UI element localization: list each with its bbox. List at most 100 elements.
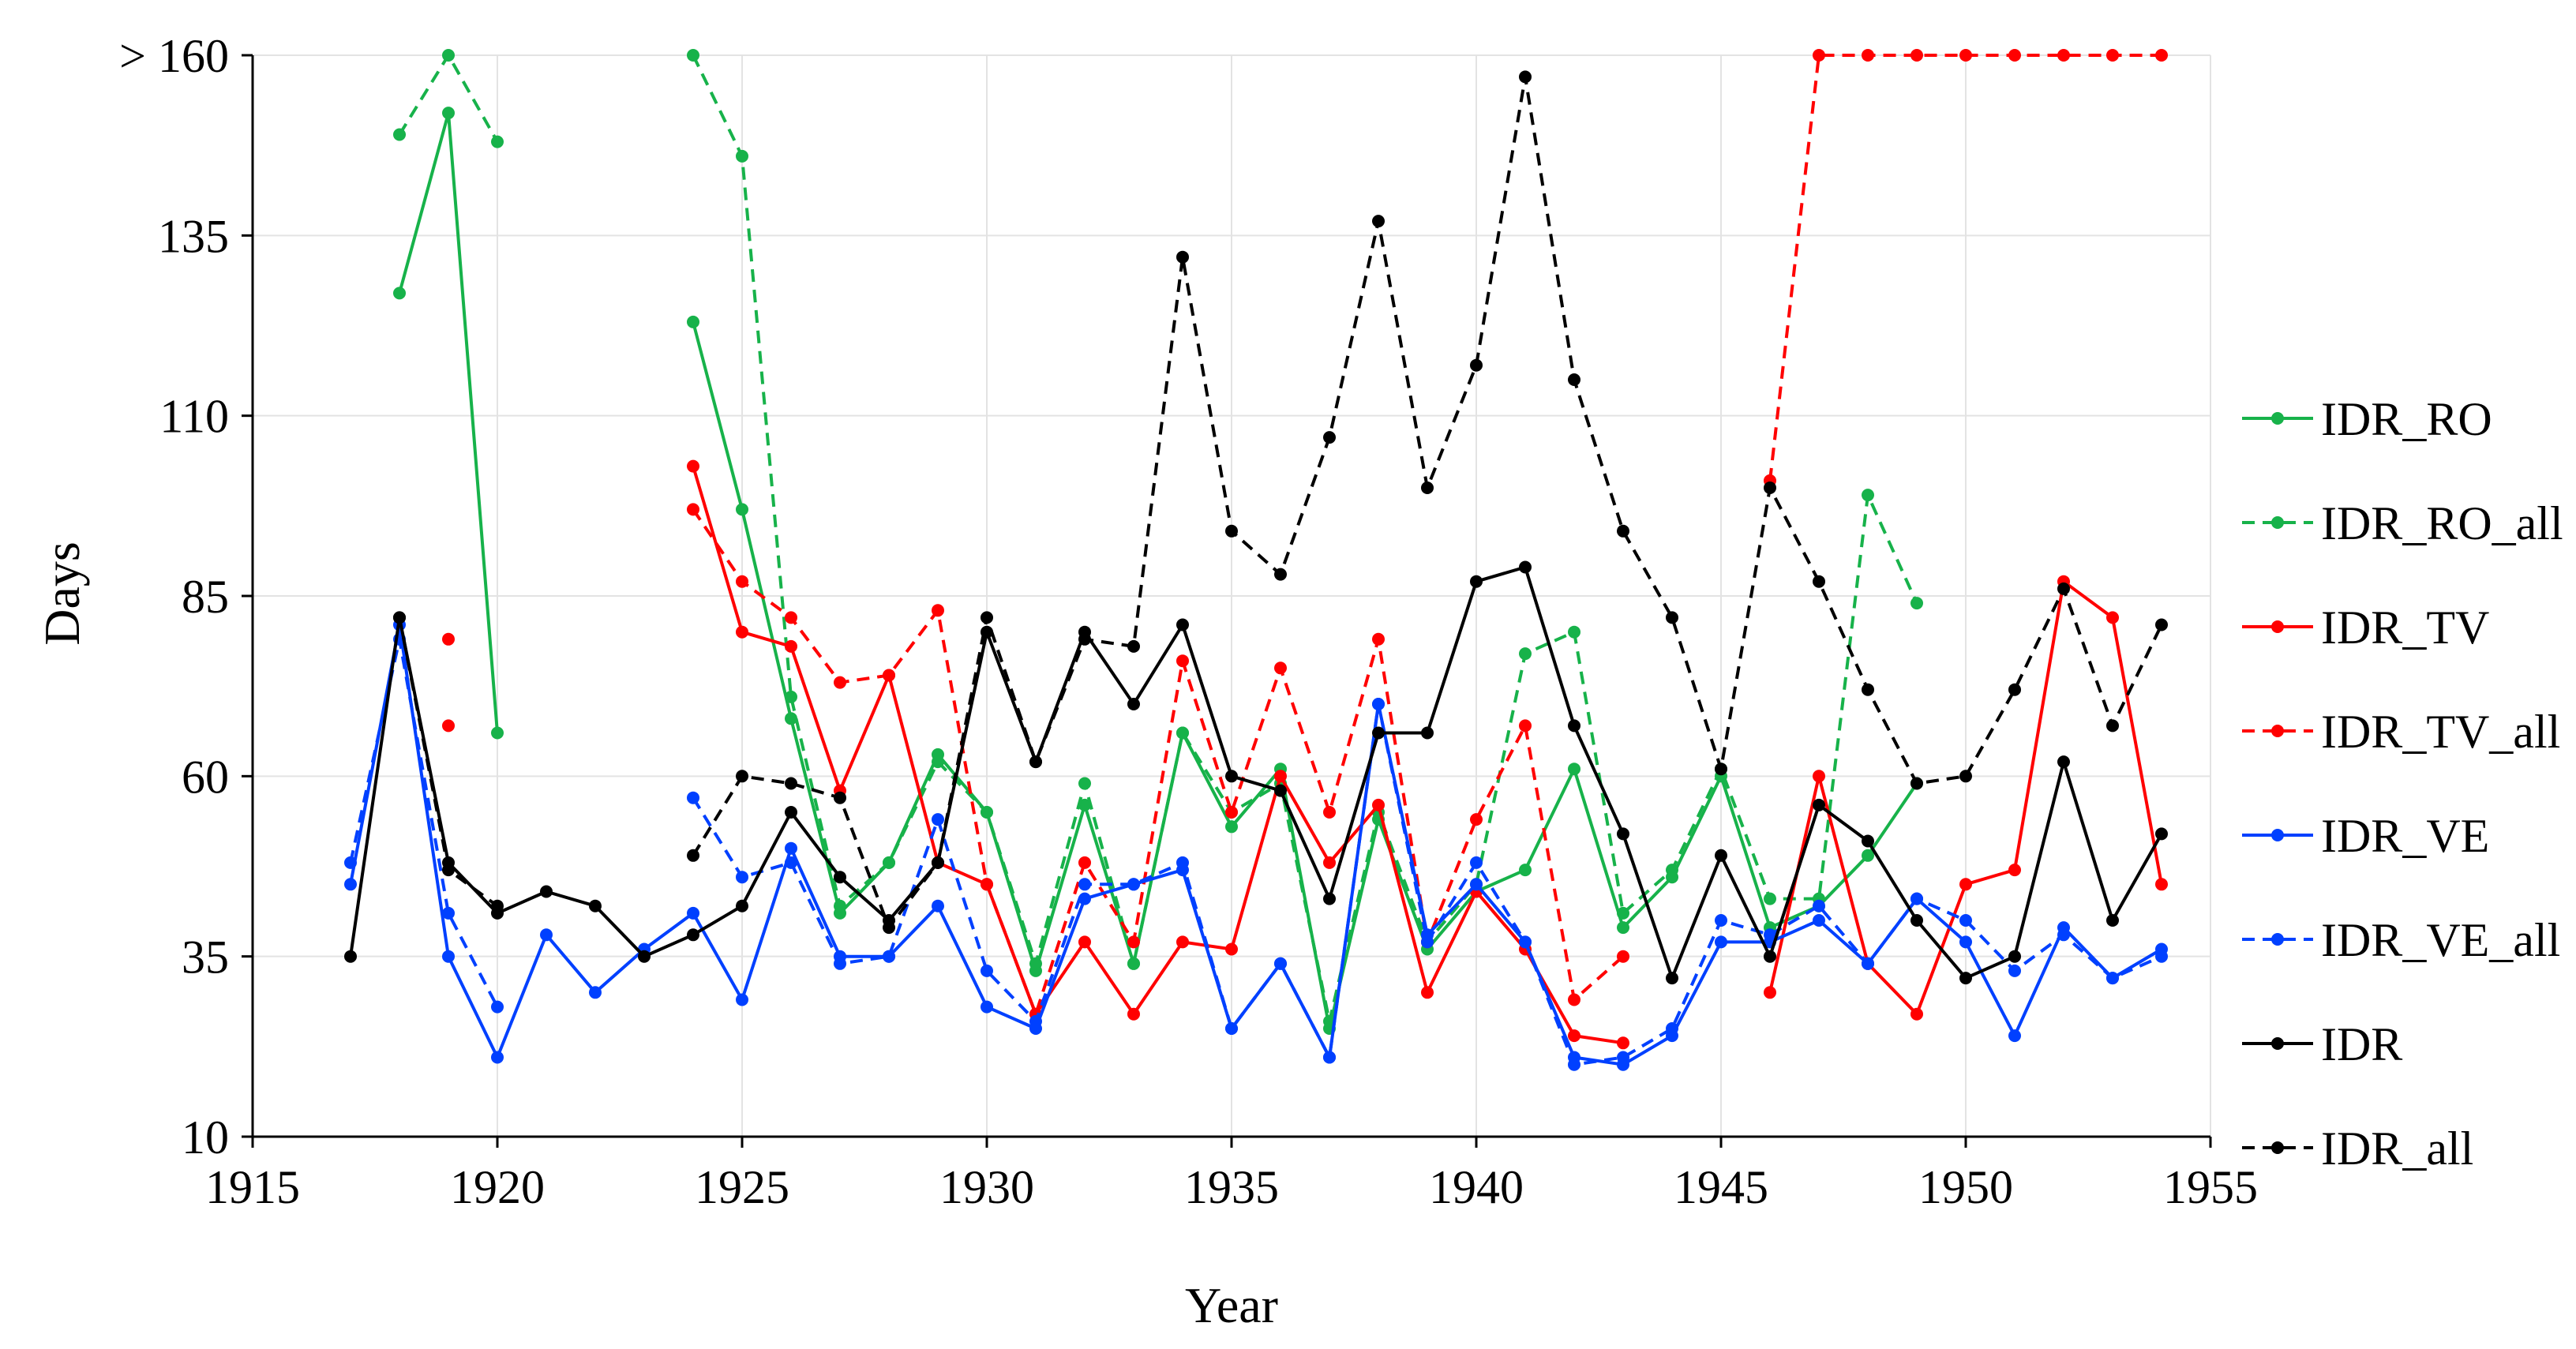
data-point-idr xyxy=(1519,560,1532,574)
data-point-idr-ve xyxy=(687,906,699,920)
data-point-idr-all xyxy=(1519,70,1532,84)
data-point-idr-ve-all xyxy=(2106,972,2119,985)
data-point-idr-all xyxy=(932,856,944,869)
data-point-idr-tv-all xyxy=(1617,950,1629,963)
x-tick-label: 1930 xyxy=(939,1161,1034,1213)
data-point-idr xyxy=(344,950,357,963)
data-point-idr-ve-all xyxy=(2155,950,2168,963)
data-point-idr xyxy=(1421,726,1434,740)
legend-label-idr-all: IDR_all xyxy=(2321,1122,2473,1175)
data-point-idr-ve xyxy=(2008,1029,2021,1043)
x-tick-label: 1920 xyxy=(450,1161,545,1213)
data-point-idr-ro xyxy=(491,726,504,740)
data-point-idr xyxy=(1568,719,1580,733)
data-point-idr-ro-all xyxy=(442,49,455,62)
data-point-idr-ro-all xyxy=(1127,957,1140,970)
legend-marker-idr-ve xyxy=(2271,829,2284,841)
data-point-idr-tv-all xyxy=(1078,856,1091,869)
data-point-idr-ve-all xyxy=(687,791,699,804)
data-point-idr-ro-all xyxy=(1617,906,1629,920)
data-point-idr-tv xyxy=(687,459,699,473)
data-point-idr-ve xyxy=(540,928,553,942)
data-point-idr-tv xyxy=(1225,942,1238,956)
data-point-idr-all xyxy=(1078,632,1091,646)
data-point-idr-ve-all xyxy=(1372,698,1385,710)
data-point-idr xyxy=(1470,575,1483,588)
data-point-idr xyxy=(834,871,846,884)
data-point-idr-ve-all xyxy=(1470,856,1483,869)
data-point-idr xyxy=(1617,827,1629,841)
data-point-idr-ro xyxy=(442,107,455,120)
x-axis-title: Year xyxy=(1185,1277,1278,1333)
data-point-idr-ve-all xyxy=(1862,957,1874,970)
data-point-idr-ve-all xyxy=(1715,914,1727,927)
data-point-idr-tv-all xyxy=(1910,49,1923,62)
data-point-idr-ro-all xyxy=(785,690,797,703)
data-point-idr-ve-all xyxy=(491,1000,504,1014)
data-point-idr-tv-all xyxy=(1568,993,1580,1006)
data-point-idr-all xyxy=(1372,215,1385,228)
data-point-idr-tv xyxy=(2008,864,2021,877)
data-point-idr-all xyxy=(1666,611,1678,624)
data-point-idr-tv xyxy=(1323,856,1336,869)
data-point-idr-tv xyxy=(2106,611,2119,624)
data-point-idr xyxy=(1959,972,1972,985)
data-point-idr-ve-all xyxy=(1323,1051,1336,1064)
data-point-idr-all xyxy=(1274,568,1287,581)
data-point-idr-ve xyxy=(589,986,602,999)
data-point-idr-tv-all xyxy=(2008,49,2021,62)
series-layer xyxy=(344,49,2168,1071)
data-point-idr-tv xyxy=(1910,1007,1923,1021)
data-point-idr-all xyxy=(1910,777,1923,790)
data-point-idr-all xyxy=(687,849,699,862)
grid-layer xyxy=(252,54,2211,1137)
series-line-idr-ve-all xyxy=(349,637,499,1008)
data-point-idr-ro-all xyxy=(1666,864,1678,877)
data-point-idr-ro-all xyxy=(932,755,944,769)
data-point-idr xyxy=(589,899,602,912)
series-line-idr-tv xyxy=(692,466,1624,1045)
data-point-idr xyxy=(1372,726,1385,740)
data-point-idr-ve-all xyxy=(1666,1022,1678,1035)
data-point-idr-ve-all xyxy=(1421,935,1434,949)
legend-marker-idr-ve-all xyxy=(2271,933,2284,946)
legend-marker-idr-ro-all xyxy=(2271,516,2284,529)
data-point-idr xyxy=(1176,618,1189,631)
data-point-idr-ve xyxy=(785,841,797,855)
data-point-idr-all xyxy=(2008,683,2021,696)
data-point-idr-tv xyxy=(1127,1007,1140,1021)
data-point-idr-all xyxy=(1813,575,1825,588)
legend-label-idr: IDR xyxy=(2321,1018,2402,1070)
data-point-idr-ro-all xyxy=(687,49,699,62)
data-point-idr-tv-all xyxy=(687,503,699,516)
legend-marker-idr-tv xyxy=(2271,620,2284,633)
data-point-idr-tv-all-single xyxy=(442,719,455,733)
legend-item-idr-ro: IDR_RO xyxy=(2242,393,2492,445)
series-idr-ve-all xyxy=(344,632,2168,1071)
legend: IDR_RO IDR_RO_all IDR_TV IDR_TV_all IDR_VE ID… xyxy=(2242,393,2563,1175)
data-point-idr-tv xyxy=(1568,1029,1580,1043)
data-point-idr-tv xyxy=(1421,986,1434,999)
data-point-idr-tv-all xyxy=(1176,654,1189,668)
data-point-idr xyxy=(1813,798,1825,811)
x-tick-label: 1925 xyxy=(695,1161,789,1213)
data-point-idr xyxy=(2057,755,2070,769)
series-idr-all xyxy=(393,70,2168,935)
data-point-idr-ro-all xyxy=(491,135,504,148)
data-point-idr-tv-all xyxy=(1470,813,1483,826)
data-point-idr-all xyxy=(1421,482,1434,494)
data-point-idr-all xyxy=(393,611,406,624)
data-point-idr-all xyxy=(2155,618,2168,631)
data-point-idr xyxy=(785,806,797,819)
data-point-idr xyxy=(1764,950,1776,963)
data-point-idr-all xyxy=(2057,582,2070,595)
data-point-idr-tv-all xyxy=(1372,632,1385,646)
legend-marker-idr-tv-all xyxy=(2271,725,2284,737)
series-line-idr-all xyxy=(692,75,2163,930)
series-idr-tv-all-single xyxy=(442,719,455,733)
data-point-idr-ve-all xyxy=(932,813,944,826)
legend-item-idr-ro-all: IDR_RO_all xyxy=(2242,497,2563,549)
data-point-idr-ro-all xyxy=(736,149,748,163)
data-point-idr-ve-all xyxy=(981,964,993,977)
